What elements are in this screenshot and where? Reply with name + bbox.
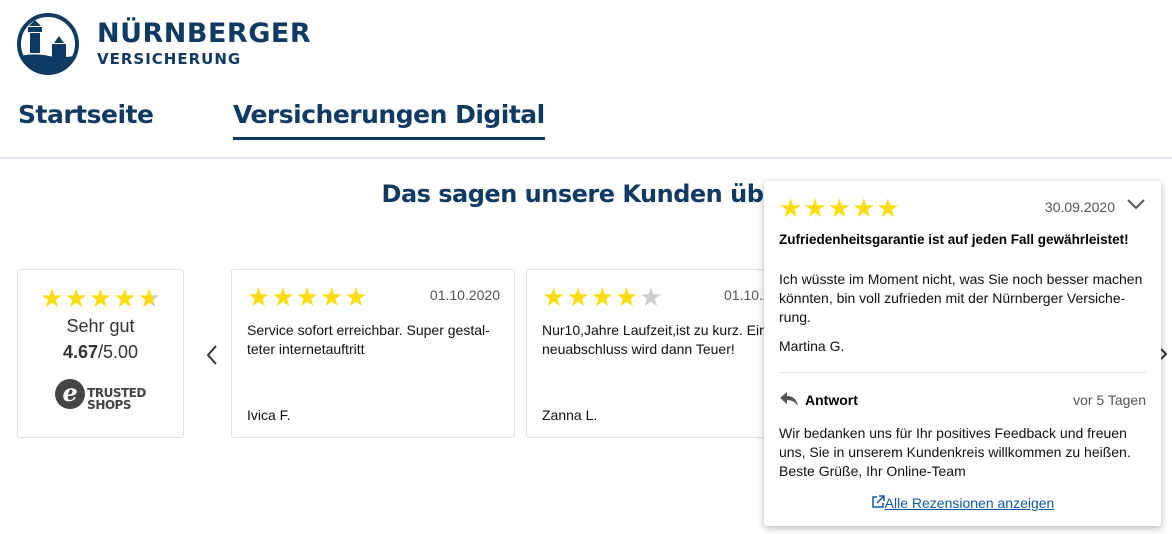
brand-name: NÜRNBERGER: [97, 18, 312, 49]
popup-date: 30.09.2020: [1044, 199, 1115, 215]
review-card[interactable]: ★ ★ ★ ★ ★ 01.10.2020 Nur10,Jahre Laufzeit,is…: [526, 269, 810, 438]
reply-time: vor 5 Tagen: [1073, 392, 1146, 408]
review-stars: ★ ★ ★ ★ ★: [542, 282, 663, 312]
reply-text: Wir bedanken uns für Ihr positives Feedb…: [779, 425, 1131, 479]
review-author: Zanna L.: [542, 407, 598, 423]
nav-startseite[interactable]: Startseite: [18, 100, 154, 129]
summary-stars: ★ ★ ★ ★ ★: [40, 283, 161, 313]
review-card[interactable]: ★ ★ ★ ★ ★ 01.10.2020 Service sofort erreichb…: [231, 269, 515, 438]
review-date: 01.10.2020: [429, 287, 500, 303]
badge-text-1: TRUSTED: [87, 386, 146, 400]
review-stars: ★ ★ ★ ★ ★: [247, 282, 368, 312]
external-link-icon: [871, 495, 885, 508]
rating-summary: ★ ★ ★ ★ ★ Sehr gut 4.67/5.00 e TRUSTED SHOPS: [17, 269, 184, 438]
section-heading: Das sagen unsere Kunden über: [381, 180, 791, 208]
chevron-down-icon[interactable]: [1127, 199, 1145, 211]
popup-stars: ★ ★ ★ ★ ★: [779, 193, 900, 223]
review-text: Nur10,Jahre Laufzeit,ist zu kurz. Ein ne…: [542, 322, 767, 357]
review-author: Ivica F.: [247, 407, 291, 423]
chevron-right-icon[interactable]: [1158, 346, 1168, 362]
rating-score: 4.67: [62, 342, 98, 362]
nav-versicherungen-digital[interactable]: Versicherungen Digital: [233, 100, 545, 140]
nav-divider: [0, 157, 1172, 159]
popup-author: Martina G.: [779, 338, 845, 354]
trusted-shops-icon: e: [55, 379, 86, 409]
chevron-left-icon[interactable]: [205, 344, 219, 366]
popup-text: Ich wüsste im Moment nicht, was Sie noch…: [779, 271, 1143, 325]
popup-title: Zufriedenheitsgarantie ist auf jeden Fal…: [779, 232, 1129, 247]
rating-label: Sehr gut: [66, 316, 135, 336]
trusted-shops-badge[interactable]: e TRUSTED SHOPS: [18, 377, 183, 411]
all-reviews-link-text[interactable]: Alle Rezensionen anzeigen: [884, 495, 1055, 511]
rating-max: /5.00: [98, 342, 139, 362]
all-reviews-link[interactable]: Alle Rezensionen anzeigen: [764, 495, 1161, 513]
review-detail-popup: ★ ★ ★ ★ ★ 30.09.2020 Zufriedenheitsgarantie …: [764, 181, 1161, 526]
badge-text-2: SHOPS: [87, 398, 131, 412]
popup-divider: [779, 372, 1146, 373]
brand-subtitle: VERSICHERUNG: [97, 50, 242, 68]
reply-label: Antwort: [805, 392, 858, 408]
review-text: Service sofort erreichbar. Super gestal-…: [247, 322, 490, 357]
nuernberger-logo-icon[interactable]: [17, 12, 79, 76]
reply-icon: [780, 392, 798, 406]
